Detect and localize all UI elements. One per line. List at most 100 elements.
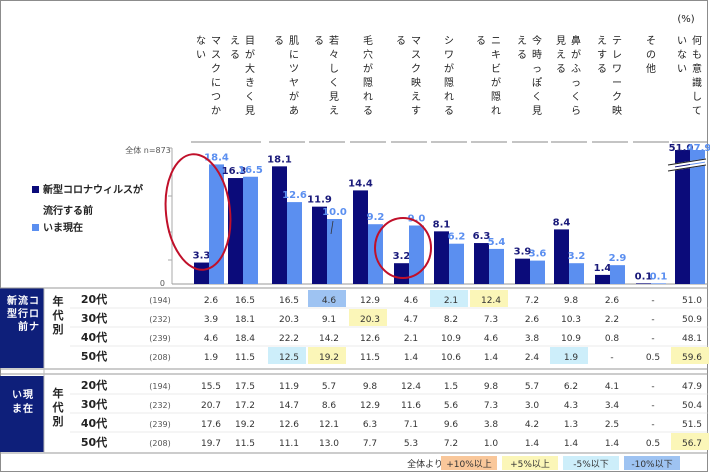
bar-before xyxy=(474,243,489,284)
before-row-age: 40代 xyxy=(81,330,107,344)
side-char: 型 xyxy=(7,307,17,320)
now-row-cell: 6.2 xyxy=(564,382,578,392)
before-row-cell: 4.6 xyxy=(404,296,419,306)
bar-before xyxy=(636,283,651,284)
before-row-cell: 2.6 xyxy=(525,315,540,325)
now-row-cell: 11.5 xyxy=(235,439,255,449)
before-row-cell: 4.6 xyxy=(204,334,219,344)
data-label: 18.4 xyxy=(204,152,229,163)
category-char: え xyxy=(597,35,607,47)
before-row-cell: 20.3 xyxy=(279,315,299,325)
category-char: る xyxy=(597,63,607,75)
label-leader xyxy=(330,220,334,235)
now-row-cell: 12.1 xyxy=(319,420,339,430)
bar-before xyxy=(554,229,569,284)
data-label: 3.9 xyxy=(514,247,532,258)
side-char: 前 xyxy=(18,320,28,333)
data-label: 3.2 xyxy=(393,251,411,262)
bar-now xyxy=(651,283,666,284)
highlight-circle xyxy=(164,153,232,271)
before-row-n: (194) xyxy=(149,296,171,305)
key-label: 全体より xyxy=(407,458,443,470)
before-row-cell: 3.9 xyxy=(204,315,219,325)
category-char: も xyxy=(692,49,702,61)
before-row-age: 20代 xyxy=(81,292,107,306)
highlight-cell-p5 xyxy=(671,433,709,450)
legend-label-before: 流行する前 xyxy=(43,204,93,217)
now-row-cell: 3.8 xyxy=(484,420,499,430)
now-row-cell: 8.6 xyxy=(322,401,337,411)
before-row-cell: 12.9 xyxy=(360,296,380,306)
now-row-cell: 9.6 xyxy=(444,420,459,430)
category-char: ワ xyxy=(612,64,622,75)
category-char: ぽ xyxy=(532,77,542,89)
bar-now xyxy=(530,260,545,284)
data-label: 12.6 xyxy=(282,190,307,201)
data-label: 51.0 xyxy=(669,143,694,154)
before-row-cell: 16.5 xyxy=(235,296,255,306)
category-char: ス xyxy=(411,50,421,61)
before-row-cell: 4.6 xyxy=(322,296,337,306)
category-char: マ xyxy=(411,36,421,47)
category-char: え xyxy=(556,49,566,61)
key-text-m10: -10%以下 xyxy=(631,460,672,470)
key-swatch-m10 xyxy=(624,456,680,470)
before-row-cell: 9.8 xyxy=(564,296,579,306)
category-char: が xyxy=(444,62,454,75)
category-char: い xyxy=(677,64,687,75)
now-row-cell: 11.1 xyxy=(279,439,299,449)
data-label: 3.2 xyxy=(568,251,586,262)
category-char: 々 xyxy=(329,49,339,61)
category-char: る xyxy=(476,35,486,47)
bar-before xyxy=(515,258,530,284)
before-row-age: 30代 xyxy=(81,311,107,325)
category-char: ら xyxy=(571,105,581,117)
data-label: 2.9 xyxy=(609,253,627,264)
category-char: 見 xyxy=(245,105,255,117)
unit-label: (%) xyxy=(677,14,694,25)
now-row-cell: 7.7 xyxy=(363,439,377,449)
age-char: 代 xyxy=(52,308,64,322)
category-char: 映 xyxy=(411,77,421,89)
before-row-cell: 18.1 xyxy=(235,315,255,325)
category-char: ワ xyxy=(444,50,454,61)
category-char: え xyxy=(230,35,240,47)
legend-swatch-before xyxy=(32,186,39,193)
category-char: ス xyxy=(211,50,221,61)
category-char: か xyxy=(211,105,221,117)
category-char: す xyxy=(597,49,607,61)
age-label-now: 年代別 xyxy=(52,386,64,428)
key-swatch-p5 xyxy=(502,456,558,470)
category-char: が xyxy=(491,76,501,89)
now-row-cell: 4.3 xyxy=(564,401,578,411)
now-row-cell: 2.5 xyxy=(605,420,619,430)
before-row-cell: 0.8 xyxy=(605,334,620,344)
category-char: る xyxy=(556,63,566,75)
now-row-cell: 17.6 xyxy=(201,420,221,430)
bar-before xyxy=(434,231,449,284)
before-row-cell: 10.9 xyxy=(561,334,581,344)
side-char: ま xyxy=(12,403,22,415)
now-row-cell: 17.5 xyxy=(235,382,255,392)
before-row-cell: 10.9 xyxy=(441,334,461,344)
now-row-n: (208) xyxy=(149,439,171,448)
before-row-cell: 8.2 xyxy=(444,315,458,325)
category-char: 隠 xyxy=(491,91,501,103)
category-char: る xyxy=(396,35,406,47)
before-row-cell: 1.9 xyxy=(204,353,219,363)
before-row-cell: 4.7 xyxy=(404,315,418,325)
category-char: 意 xyxy=(692,62,702,75)
now-row-cell: 5.6 xyxy=(444,401,459,411)
now-row-cell: 20.7 xyxy=(201,401,221,411)
data-label: 10.0 xyxy=(322,207,347,218)
side-char: 現 xyxy=(23,389,33,401)
data-label: 0.1 xyxy=(650,271,668,282)
bar-now xyxy=(610,265,625,284)
category-char: テ xyxy=(612,36,622,47)
before-row-cell: 11.5 xyxy=(235,353,255,363)
y-tick-label: 0 xyxy=(160,279,165,288)
now-row-cell: 1.0 xyxy=(484,439,499,449)
